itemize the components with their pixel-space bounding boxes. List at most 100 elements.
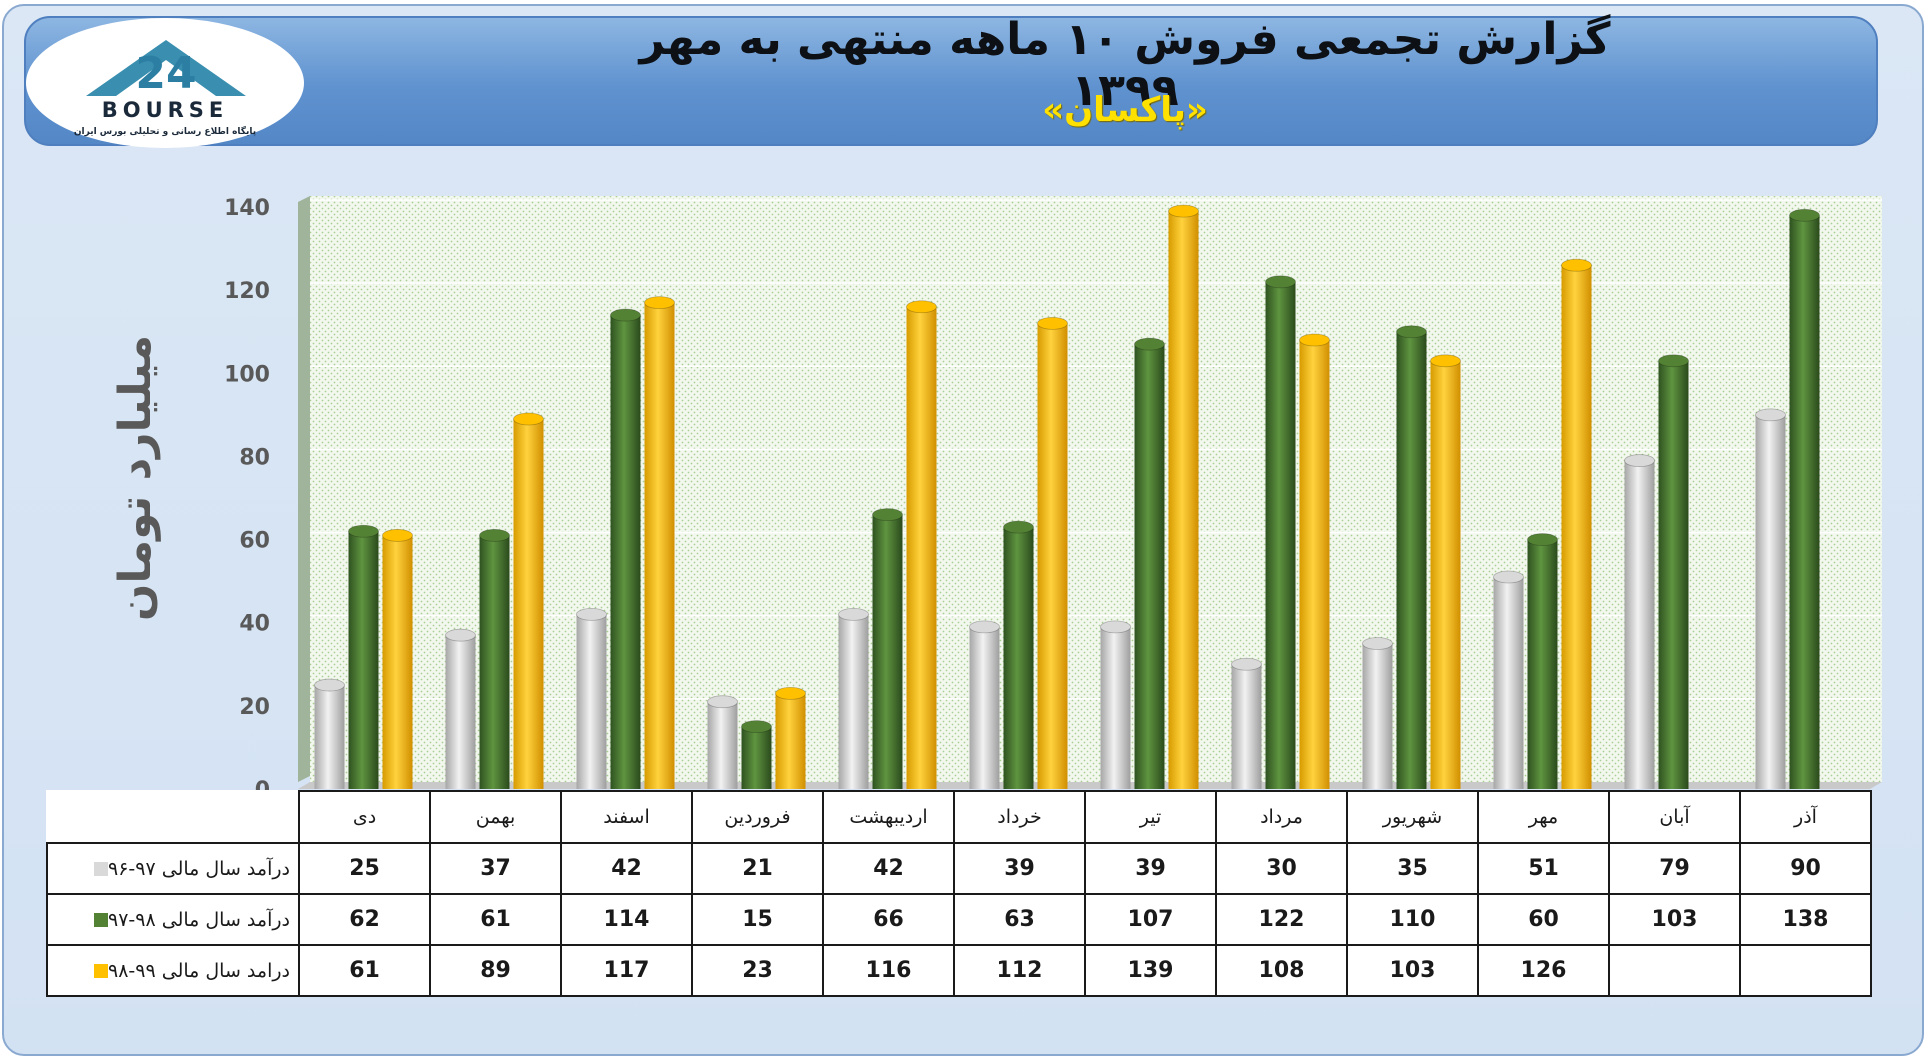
category-label: خرداد xyxy=(953,790,1086,844)
bar-body xyxy=(382,535,413,789)
bar-cap xyxy=(1231,657,1262,671)
bar-cap xyxy=(1755,408,1786,422)
table-cell: 61 xyxy=(429,893,562,946)
category-label: مرداد xyxy=(1215,790,1348,844)
bar-cap xyxy=(1003,520,1034,534)
bar xyxy=(513,412,544,789)
bar-body xyxy=(1362,643,1393,789)
table-corner xyxy=(47,791,299,843)
table-cell: 42 xyxy=(560,842,693,895)
bar xyxy=(314,678,345,789)
legend-entry: درآمد سال مالی ۹۸-۹۷ xyxy=(46,893,300,946)
table-cell: 37 xyxy=(429,842,562,895)
bar-cap xyxy=(775,686,806,700)
bar xyxy=(479,529,510,789)
series-name: درآمد سال مالی ۹۸-۹۷ xyxy=(108,908,290,931)
y-tick-label: 120 xyxy=(224,279,270,304)
bar-body xyxy=(314,685,345,789)
bar-body xyxy=(610,315,641,789)
chart-subtitle: «پاکسان» xyxy=(1042,90,1208,130)
legend-entry: درآمد سال مالی ۹۷-۹۶ xyxy=(46,842,300,895)
table-cell xyxy=(1739,944,1872,997)
bar-cap xyxy=(1658,354,1689,368)
bar-cap xyxy=(445,628,476,642)
table-cell: 39 xyxy=(953,842,1086,895)
bar-body xyxy=(1134,344,1165,789)
bar-cap xyxy=(1134,337,1165,351)
table-cell: 25 xyxy=(298,842,431,895)
bar-body xyxy=(348,531,379,789)
table-cell: 51 xyxy=(1477,842,1610,895)
bar-cap xyxy=(906,300,937,314)
bar-cap xyxy=(348,524,379,538)
table-cell: 126 xyxy=(1477,944,1610,997)
category-label: بهمن xyxy=(429,790,562,844)
bar xyxy=(1362,637,1393,789)
bar xyxy=(1134,337,1165,789)
category-label: مهر xyxy=(1477,790,1610,844)
bar-cap xyxy=(1527,533,1558,546)
bar xyxy=(1624,454,1655,789)
plot-back-wall xyxy=(310,196,1882,782)
bar-cap xyxy=(707,695,738,709)
bar xyxy=(1658,354,1689,789)
bar-body xyxy=(969,626,1000,789)
bar-cap xyxy=(969,620,1000,634)
table-cell: 62 xyxy=(298,893,431,946)
y-tick-label: 140 xyxy=(224,196,270,221)
legend-swatch xyxy=(94,912,108,927)
bar xyxy=(1430,354,1461,789)
table-cell: 60 xyxy=(1477,893,1610,946)
table-cell: 61 xyxy=(298,944,431,997)
category-label: اسفند xyxy=(560,790,693,844)
bar xyxy=(445,628,476,789)
bar-body xyxy=(1299,340,1330,789)
bar xyxy=(906,300,937,789)
bar-body xyxy=(1037,323,1068,789)
bar xyxy=(1003,520,1034,789)
category-label: آبان xyxy=(1608,790,1741,844)
table-cell: 110 xyxy=(1346,893,1479,946)
y-axis: 020406080100120140 xyxy=(224,196,270,803)
bar xyxy=(838,608,869,789)
bar-cap xyxy=(382,529,413,542)
category-label: دی xyxy=(298,790,431,844)
bar xyxy=(775,686,806,789)
bar-body xyxy=(513,419,544,789)
bar-body xyxy=(707,701,738,789)
bar xyxy=(644,296,675,789)
table-cell: 79 xyxy=(1608,842,1741,895)
table-row: درآمد سال مالی ۹۷-۹۶ 25 37 42 21 42 39 39 30 35 51… xyxy=(46,842,1872,895)
bar-cap xyxy=(1299,333,1330,347)
bar-body xyxy=(872,514,903,789)
table-cell: 103 xyxy=(1608,893,1741,946)
bar-body xyxy=(1658,360,1689,789)
logo-wordmark: BOURSE xyxy=(101,98,229,122)
bar-cap xyxy=(1100,620,1131,634)
series-name: درامد سال مالی ۹۹-۹۸ xyxy=(108,959,290,982)
bar-cap xyxy=(1037,316,1068,330)
y-tick-label: 20 xyxy=(239,695,270,720)
bar-cap xyxy=(1362,637,1393,650)
category-label: تیر xyxy=(1084,790,1217,844)
bar-cap xyxy=(741,720,772,734)
bar-body xyxy=(1527,539,1558,789)
bar xyxy=(1789,208,1820,790)
bar xyxy=(576,608,607,789)
bar xyxy=(1037,316,1068,789)
bar-body xyxy=(1265,281,1296,789)
bar-cap xyxy=(479,529,510,542)
category-label: اردیبهشت xyxy=(822,790,955,844)
table-cell: 117 xyxy=(560,944,693,997)
bar xyxy=(1100,620,1131,789)
table-row: درامد سال مالی ۹۹-۹۸ 61 89 117 23 116 112 139 10… xyxy=(46,944,1872,997)
bar xyxy=(741,720,772,789)
bar xyxy=(969,620,1000,789)
bar-cap xyxy=(1265,275,1296,289)
chart-title: گزارش تجمعی فروش ۱۰ ماهه منتهی به مهر ۱۳… xyxy=(639,14,1611,116)
legend-swatch xyxy=(94,963,108,978)
table-cell: 30 xyxy=(1215,842,1348,895)
bar-body xyxy=(775,693,806,789)
bar-body xyxy=(1755,414,1786,789)
